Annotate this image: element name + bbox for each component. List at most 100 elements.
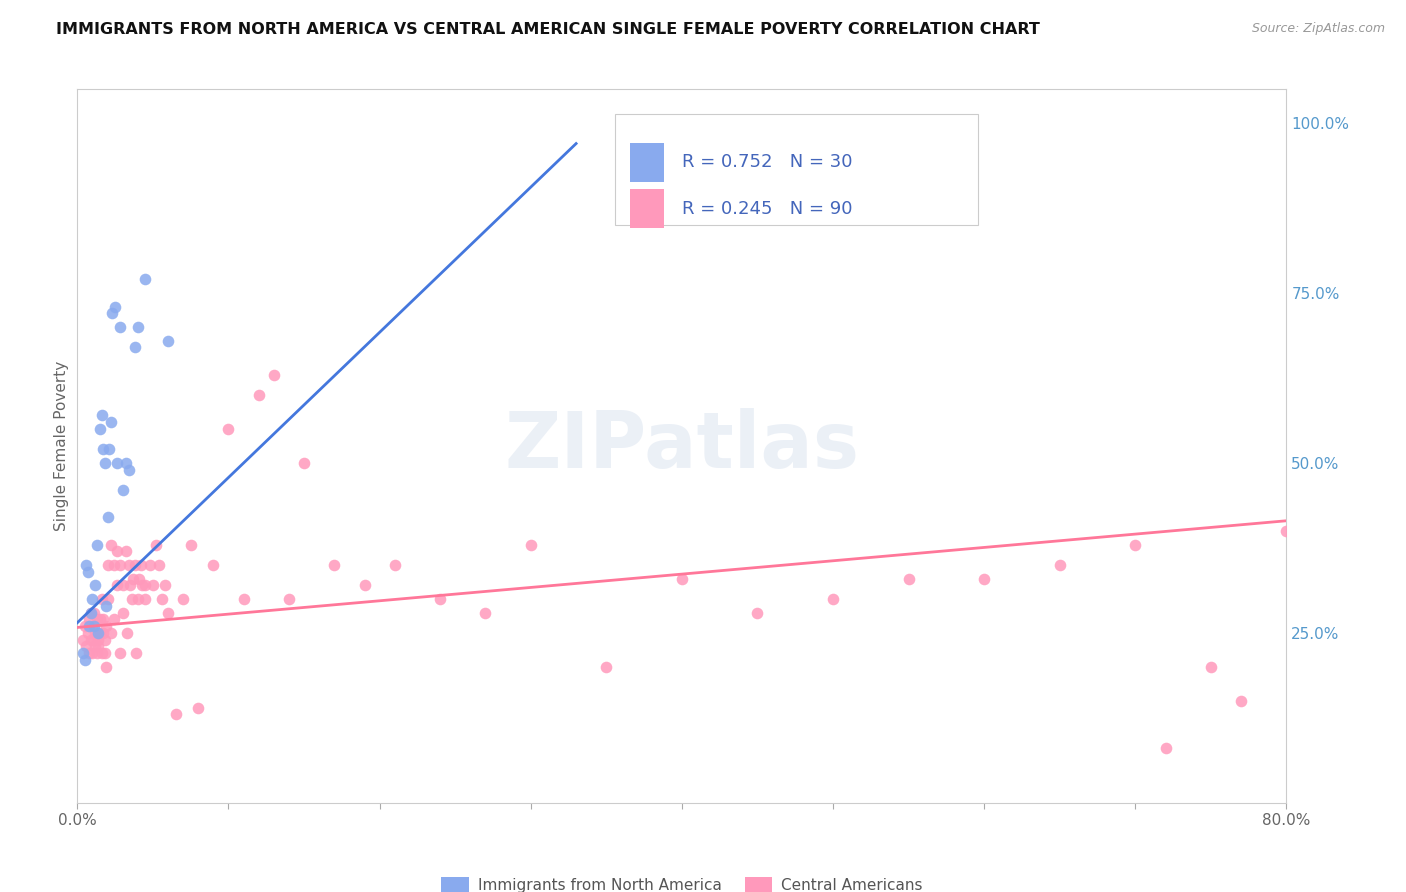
Point (80, 606, 103, 620)
Bar (616, 114, 979, 225)
Point (671, 572, 693, 586)
Point (94, 599, 117, 613)
Text: R = 0.245   N = 90: R = 0.245 N = 90 (682, 200, 852, 218)
Point (86, 646, 108, 660)
Point (150, 591, 173, 606)
Point (973, 572, 995, 586)
Point (93, 632, 115, 647)
Point (1154, 741, 1177, 756)
Point (83, 619, 105, 633)
Point (142, 578, 165, 592)
Point (89, 612, 111, 626)
Point (91, 612, 114, 626)
Point (125, 646, 148, 660)
Point (897, 572, 920, 586)
Point (82, 591, 104, 606)
Point (96, 591, 118, 606)
Point (89, 422, 111, 436)
Point (747, 606, 769, 620)
Point (96, 510, 118, 524)
Point (157, 334, 180, 348)
Point (108, 558, 131, 572)
Point (172, 591, 194, 606)
Point (323, 558, 346, 572)
Point (131, 578, 153, 592)
Point (145, 537, 167, 551)
Point (86, 537, 108, 551)
Point (114, 544, 136, 558)
Point (111, 483, 134, 498)
Point (91, 442, 114, 457)
Point (232, 591, 254, 606)
Point (79, 612, 101, 626)
Point (73, 619, 96, 633)
Point (278, 591, 301, 606)
Point (157, 606, 180, 620)
Point (77, 565, 100, 579)
Point (128, 572, 150, 586)
Point (118, 463, 141, 477)
Point (148, 558, 170, 572)
Point (84, 578, 107, 592)
Point (118, 558, 141, 572)
Point (134, 591, 156, 606)
Point (353, 578, 375, 592)
Point (84, 640, 107, 654)
Point (384, 558, 406, 572)
Point (263, 368, 285, 382)
Point (139, 558, 162, 572)
Point (89, 626, 111, 640)
Point (79, 619, 101, 633)
Point (187, 700, 209, 714)
Point (96, 558, 118, 572)
Point (86, 612, 108, 626)
Point (124, 558, 146, 572)
Point (120, 578, 142, 592)
Point (103, 558, 125, 572)
Point (90, 409, 112, 423)
Point (292, 456, 315, 470)
Point (165, 707, 187, 722)
Point (90, 646, 112, 660)
Point (83, 606, 105, 620)
Point (474, 606, 496, 620)
Point (77, 626, 100, 640)
Point (75, 640, 97, 654)
Point (153, 578, 176, 592)
Point (105, 578, 128, 592)
Point (1125, 537, 1147, 551)
Point (247, 388, 270, 402)
Point (202, 558, 225, 572)
Text: Source: ZipAtlas.com: Source: ZipAtlas.com (1251, 22, 1385, 36)
Text: R = 0.752   N = 30: R = 0.752 N = 30 (682, 153, 852, 171)
Point (127, 320, 149, 334)
Point (115, 626, 138, 640)
Point (103, 612, 125, 626)
Point (520, 537, 543, 551)
Point (79, 646, 101, 660)
Point (100, 537, 122, 551)
Point (122, 572, 145, 586)
Point (114, 456, 136, 470)
Point (93, 646, 115, 660)
Legend: Immigrants from North America, Central Americans: Immigrants from North America, Central A… (434, 871, 929, 892)
Point (134, 272, 156, 286)
Point (72, 646, 94, 660)
Point (105, 544, 128, 558)
Point (105, 456, 128, 470)
Point (1230, 694, 1253, 708)
Point (72, 632, 94, 647)
Point (108, 646, 131, 660)
Point (108, 320, 131, 334)
Point (93, 456, 115, 470)
Point (100, 626, 122, 640)
Point (90, 591, 112, 606)
Point (595, 660, 617, 674)
Point (180, 537, 202, 551)
Point (134, 578, 156, 592)
Point (1199, 660, 1222, 674)
Point (73, 653, 96, 667)
Bar (630, 189, 664, 228)
Point (87, 626, 110, 640)
Point (429, 591, 451, 606)
